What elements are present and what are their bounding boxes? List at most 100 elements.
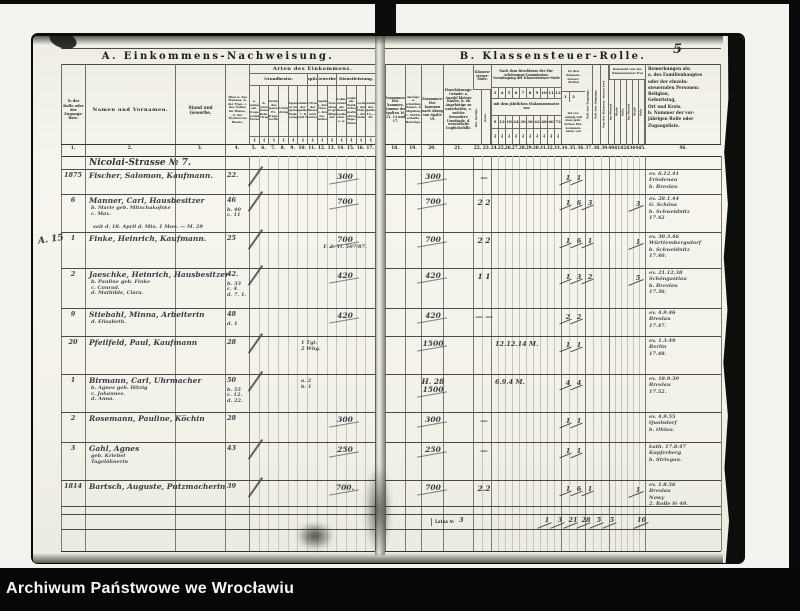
remark-line: ev. 18.9.39 [649,376,679,382]
satz-value: 30 [519,116,526,128]
column-line-faint [498,156,499,551]
column-number: 27. [511,146,520,151]
film-top-border [0,0,800,4]
age-value: 39 [227,482,237,490]
latus-sum: 5 [609,516,615,524]
satz-value: 48 [540,116,547,128]
sub-column-header: Vom Betrage ist ge- fälligt auf [326,86,336,136]
tally-mark: 4 [576,379,582,387]
klassen-stufe-number: 1 [561,92,569,102]
family-member: b. Agnes geb. Hitzig [91,385,148,391]
income-group-header: Grundbesitz. [249,74,308,86]
column-number: 39. [601,146,609,151]
column-line-faint [633,156,634,551]
column-line-faint [258,156,260,551]
remark-line: Berlin [649,344,667,351]
amount-left-note: F. 2. Tl. 507/87. [323,244,367,250]
rule [61,156,375,157]
sub-column-header: Angabe a. der Frau, b. des Ge- sindes. [316,86,327,136]
sub-column-header: Lohn, Gehalt als Diener, Gesellen, Boten… [336,86,346,136]
tally-mark: 4 [565,379,571,387]
tally-mark: 2 [565,313,571,321]
einkommensatz-header: mit dem jährlichen Einkommensatze von [491,98,561,116]
row-name: Stiebahl, Minna, Arbeiterin [89,310,205,319]
header-col-no: № der Rolle oder der Zugangs- liste. [61,64,85,156]
currency-mark: ₰ [268,136,279,144]
satz-value: 36 [526,116,533,128]
row-line [385,268,721,269]
remark-line: b. Schweidnitz [649,246,690,253]
remark-line: G. Schöna [649,202,678,209]
family-member: b. Pauline geb. Finke [91,279,151,285]
remark-line: 17.47. [649,322,667,329]
page-right-edge [723,36,744,563]
latus-value: 3 [459,516,464,524]
column-line-faint [577,156,578,551]
rule [385,156,721,157]
age-value: c. 12. [227,392,243,399]
tax-class-value: — [480,173,488,182]
column-number: 1. [70,146,76,151]
small-note: b. 1 [301,383,312,390]
klassen-sub-header: Ist ver- anlagt mit dem jähr- lichen Ein… [561,102,585,144]
column-number: 32. [546,146,555,151]
sub-column-header: Ertrag der Zinsen und Renten. [307,86,317,136]
currency-mark: ₰ [547,128,554,144]
remark-line: ev. 1.8.56 [649,482,676,488]
remark-line: 17.36. [649,288,667,295]
currency-mark: ₰ [540,128,547,144]
header-col-abzuege: Abzüge: a. Schulden- Zinsen, b. Abgaben,… [405,64,421,156]
row-number: 1 [70,376,76,384]
row-line [61,412,375,413]
currency-mark: ₰ [355,136,366,144]
header-col-gruende: Einschätzungs- Gründe: a. Anzahl kleiner… [443,64,473,156]
satz-value: 12 [498,116,505,128]
tally-mark: 1 [587,485,593,493]
row-line [385,374,721,375]
page-bottom-rule [385,551,721,552]
column-number: 5. [251,146,257,151]
row-line [61,514,375,515]
column-line-faint [512,156,513,551]
column-number: 4. [234,146,240,151]
tally-mark: 1 [576,174,582,182]
stufe-number: 10 [540,88,547,98]
income-group-header: Gewerbe. [316,74,337,86]
column-line [249,156,250,551]
column-line-faint [533,156,534,551]
stufe-number: 4 [498,88,505,98]
column-number: 38. [593,146,601,151]
latus-sum: 5 [596,516,602,524]
remark-line: 2. Rolle № 49. [649,500,689,507]
stufe-sub-header: neue. [482,90,491,144]
row-number: 1875 [63,171,83,179]
column-line-faint [297,156,299,551]
row-name: Fischer, Salomon, Kaufmann. [89,171,213,180]
column-number: 33. [553,146,562,151]
column-line-faint [365,156,367,551]
right-page-title: B. Klassensteuer-Rolle. [459,51,647,62]
tax-class-note: 6.9.4 M. [495,378,525,386]
latus-sum: 28 [581,516,591,524]
remark-line: 17.42 [649,214,665,221]
column-number: 3. [197,146,203,151]
column-line-faint [287,156,289,551]
column-line [225,156,226,551]
currency-mark: ₰ [336,136,346,144]
column-number: 37. [585,146,593,151]
row-number: 2 [70,414,76,422]
column-number: 19. [409,146,417,151]
remark-line: 17.52. [649,388,667,395]
stufe-number: 8 [526,88,533,98]
margin-note: A. 15 [37,232,65,247]
remark-line: ev. 4.9.46 [649,310,676,316]
family-member: d. Anna. [91,396,115,403]
tax-class-note: 12.12.14 M. [495,340,539,348]
latus-extra: 10 [637,516,647,524]
remark-line: b. Breslau [649,183,678,190]
stufe-number: 6 [512,88,519,98]
row-line [61,529,375,530]
family-member: d. Elisabeth. [91,319,127,325]
archive-label: Archiwum Państwowe we Wrocławiu [6,580,295,597]
amount-right: 700 [425,197,441,206]
